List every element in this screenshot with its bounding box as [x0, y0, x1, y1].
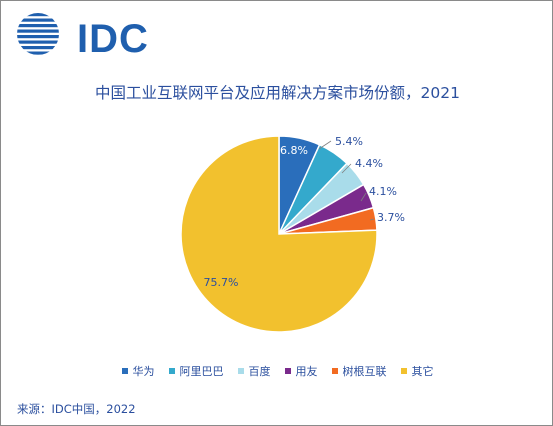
legend-item-2: 阿里巴巴	[168, 363, 224, 379]
legend-label: 华为	[132, 365, 155, 378]
logo-text: IDC	[77, 17, 149, 61]
globe-icon	[17, 13, 59, 55]
leader-line-4	[360, 192, 367, 202]
legend-swatch	[284, 368, 291, 374]
legend-label: 阿里巴巴	[179, 365, 224, 378]
chart-title: 中国工业互联网平台及应用解决方案市场份额，2021	[95, 84, 460, 102]
data-label-2: 5.4%	[335, 135, 363, 148]
data-label-6: 75.7%	[204, 276, 239, 289]
legend-label: 树根互联	[342, 365, 387, 378]
data-label-3: 4.4%	[355, 157, 383, 170]
legend-label: 用友	[295, 365, 318, 378]
idc-logo: IDC	[15, 11, 148, 59]
data-label-4: 4.1%	[369, 185, 397, 198]
legend-item-1: 华为	[121, 363, 155, 379]
chart-legend: 华为 阿里巴巴 百度 用友 树根互联 其它	[1, 363, 553, 379]
source-note: 来源：IDC中国，2022	[17, 402, 136, 416]
legend-swatch	[331, 368, 338, 374]
legend-label: 百度	[248, 365, 271, 378]
pie-slice-6	[180, 135, 378, 333]
pie-chart: 6.8% 5.4% 4.4% 4.1% 3.7% 75.7%	[180, 135, 405, 333]
data-label-5: 3.7%	[377, 211, 405, 224]
legend-swatch	[168, 368, 175, 374]
legend-swatch	[121, 368, 128, 374]
leader-line-5	[369, 218, 375, 221]
leader-line-3	[341, 163, 352, 174]
legend-label: 其它	[411, 365, 434, 378]
legend-item-3: 百度	[237, 363, 271, 379]
leader-line-2	[318, 140, 332, 150]
legend-swatch	[237, 368, 244, 374]
legend-item-5: 树根互联	[331, 363, 387, 379]
legend-item-4: 用友	[284, 363, 318, 379]
data-label-1: 6.8%	[280, 144, 308, 157]
legend-swatch	[400, 368, 407, 374]
legend-item-6: 其它	[400, 363, 434, 379]
